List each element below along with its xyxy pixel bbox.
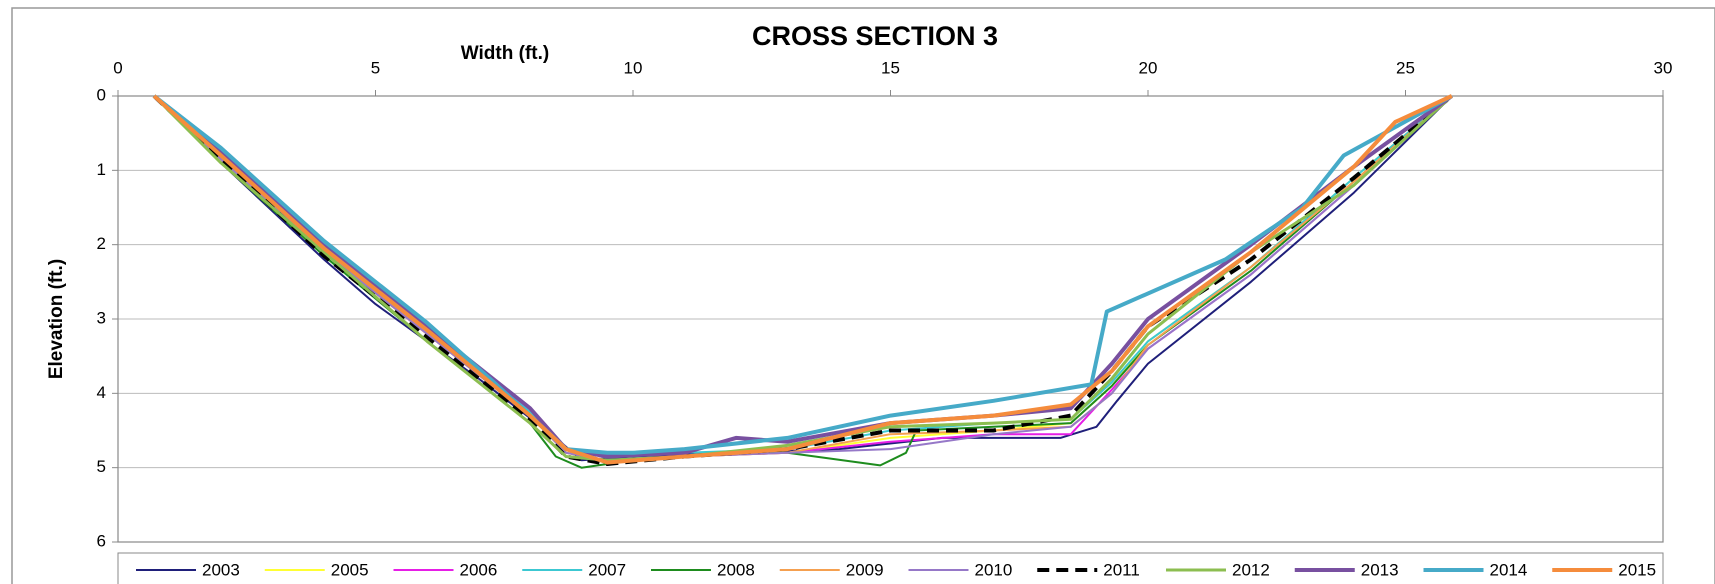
x-tick-label: 20 (1139, 58, 1158, 77)
y-tick-label: 5 (97, 457, 106, 476)
data-line (153, 95, 1453, 462)
data-line (153, 95, 1453, 462)
y-tick-label: 2 (97, 234, 106, 253)
chart-frame (11, 7, 1715, 584)
y-tick-label: 3 (97, 308, 106, 327)
y-tick-label: 0 (97, 85, 106, 104)
legend-label: 2007 (588, 560, 626, 579)
data-line (152, 94, 1453, 465)
x-tick-label: 15 (881, 58, 900, 77)
data-line (153, 95, 1453, 462)
x-tick-label: 0 (113, 58, 122, 77)
data-line (153, 94, 1453, 462)
plot-area (117, 95, 1664, 543)
legend-label: 2006 (460, 560, 498, 579)
legend-label: 2010 (975, 560, 1013, 579)
y-tick-label: 1 (97, 160, 106, 179)
legend-label: 2012 (1232, 560, 1270, 579)
x-tick-label: 5 (371, 58, 380, 77)
x-tick-label: 10 (624, 58, 643, 77)
legend-label: 2005 (331, 560, 369, 579)
x-axis-label: Width (ft.) (461, 43, 549, 64)
legend-label: 2015 (1618, 560, 1656, 579)
legend-label: 2003 (202, 560, 240, 579)
data-line (152, 94, 1453, 455)
legend-label: 2008 (717, 560, 755, 579)
legend-label: 2011 (1103, 560, 1140, 579)
x-tick-label: 30 (1654, 58, 1673, 77)
data-line (153, 95, 1453, 462)
y-axis-label: Elevation (ft.) (46, 259, 67, 379)
legend-label: 2009 (846, 560, 884, 579)
y-tick-label: 4 (97, 383, 106, 402)
legend-box (117, 552, 1664, 584)
x-tick-label: 25 (1396, 58, 1415, 77)
y-tick-label: 6 (97, 531, 106, 550)
legend-label: 2013 (1361, 560, 1399, 579)
legend-label: 2014 (1490, 560, 1528, 579)
data-line (153, 95, 1453, 462)
chart-title: CROSS SECTION 3 (752, 21, 998, 51)
